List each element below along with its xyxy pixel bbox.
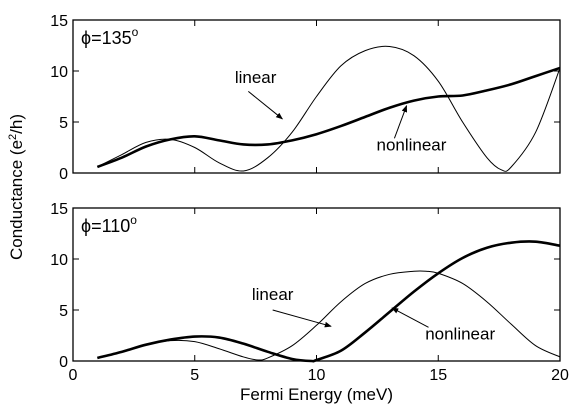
series-nonlinear-line: [96, 66, 561, 169]
x-tick-label: 10: [308, 367, 326, 384]
y-tick-label: 5: [59, 115, 68, 132]
panel-2: 0 5 10 15 20 0 5 10 15 linear nonlinear ϕ=110o Fermi…: [50, 201, 569, 404]
series-label-linear: linear: [235, 68, 277, 87]
y-axis-label: Conductance (e2/h): [7, 114, 26, 260]
y-tick-label: 10: [50, 252, 68, 269]
x-tick-label: 5: [190, 367, 199, 384]
panel-annotation: ϕ=135o: [81, 25, 139, 48]
series-linear-line: [97, 270, 561, 361]
x-tick-label: 0: [69, 367, 78, 384]
annotation-arrow: [391, 307, 429, 328]
y-tick-label: 10: [50, 64, 68, 81]
series-linear-line: [97, 45, 561, 172]
y-tick-label: 0: [59, 166, 68, 183]
annotation-arrow: [272, 309, 332, 328]
y-tick-label: 15: [50, 201, 68, 218]
series-label-linear: linear: [252, 285, 294, 304]
y-tick-label: 5: [59, 303, 68, 320]
annotation-arrow: [393, 105, 408, 139]
y-tick-label: 0: [59, 354, 68, 371]
y-axis-label-end: /h): [7, 114, 26, 134]
y-axis-label-superscript: 2: [7, 134, 19, 140]
panel-1: 0 5 10 15 linear nonlinear ϕ=135o: [50, 13, 561, 183]
annotation-arrow: [248, 91, 283, 120]
x-tick-label: 20: [551, 367, 569, 384]
series-label-nonlinear: nonlinear: [425, 325, 495, 344]
x-axis-label: Fermi Energy (meV): [240, 385, 393, 404]
series-label-nonlinear: nonlinear: [376, 136, 446, 155]
x-tick-label: 15: [429, 367, 447, 384]
y-tick-label: 15: [50, 13, 68, 30]
series-nonlinear-line: [97, 240, 561, 363]
panel-annotation: ϕ=110o: [81, 213, 137, 236]
